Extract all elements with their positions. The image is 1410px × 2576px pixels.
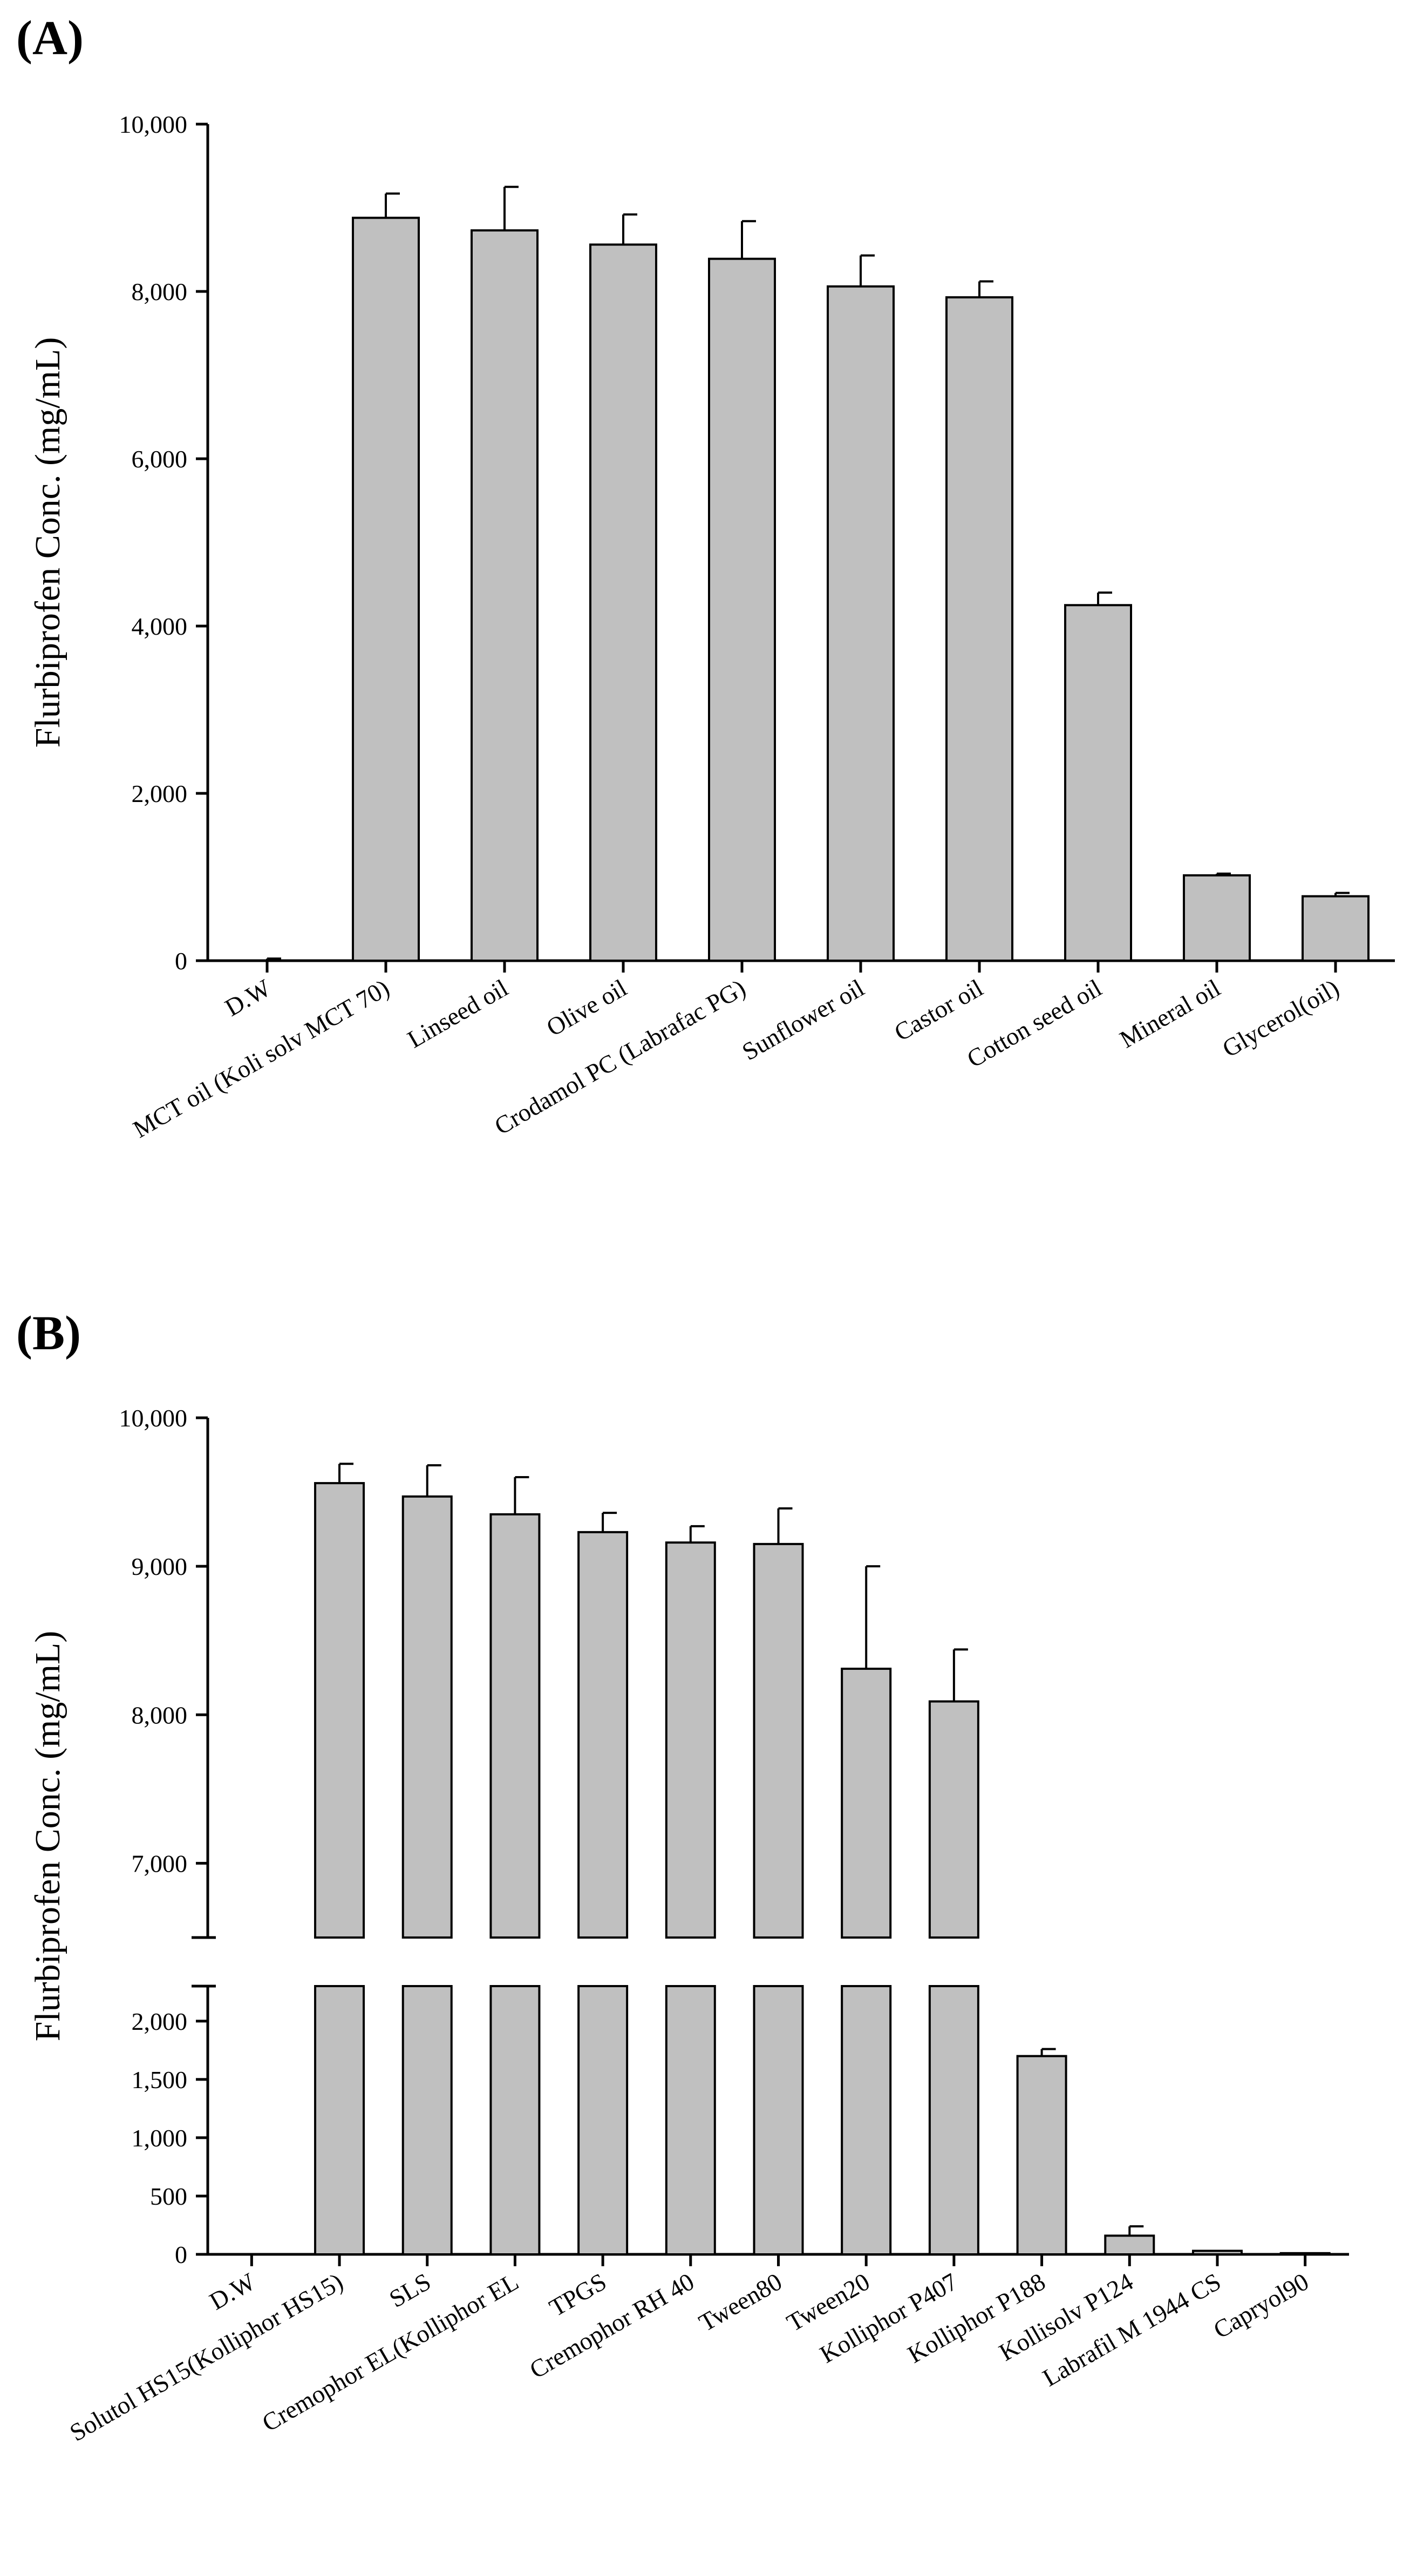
- y-tick-label: 0: [175, 947, 187, 975]
- y-tick-label: 4,000: [132, 613, 188, 640]
- bar-solutol-hs15-kolliphor-hs15-upper: [314, 1482, 365, 1939]
- category-label-3-olive-oil: Olive oil: [542, 974, 631, 1041]
- panel-label-b: (B): [16, 1307, 81, 1360]
- category-label-6-tween80: Tween80: [694, 2267, 787, 2336]
- category-label-5-cremophor-rh-40: Cremophor RH 40: [525, 2267, 699, 2383]
- bar-tpgs-lower: [577, 1985, 629, 2255]
- y-tick-label: 6,000: [132, 445, 188, 473]
- bar-tween20-lower: [841, 1985, 892, 2255]
- y-tick-label: 1,500: [132, 2066, 188, 2094]
- bar-tween80-lower: [753, 1985, 804, 2255]
- bar-tpgs-upper: [577, 1531, 629, 1939]
- y-axis-title: Flurbiprofen Conc. (mg/mL): [28, 1631, 67, 2042]
- y-tick-label: 7,000: [132, 1850, 188, 1877]
- y-tick-label: 8,000: [132, 278, 188, 305]
- category-label-6-castor-oil: Castor oil: [889, 974, 987, 1046]
- category-label-4-tpgs: TPGS: [544, 2267, 611, 2321]
- bar-labrafil-m-1944-cs: [1191, 2249, 1243, 2256]
- y-tick-label: 1,000: [132, 2124, 188, 2152]
- y-tick-label: 8,000: [132, 1701, 188, 1729]
- bar-solutol-hs15-kolliphor-hs15-lower: [314, 1985, 365, 2255]
- bar-castor-oil: [945, 296, 1013, 962]
- bar-glycerol-oil: [1302, 895, 1370, 962]
- y-tick-label: 10,000: [119, 1404, 188, 1432]
- category-label-2-linseed-oil: Linseed oil: [403, 974, 513, 1053]
- category-label-0-d-w: D.W: [220, 974, 275, 1022]
- category-label-2-sls: SLS: [385, 2267, 435, 2313]
- bar-crodamol-pc-labrafac-pg: [708, 257, 776, 962]
- bar-sunflower-oil: [827, 285, 895, 962]
- panel-b: (B) 7,000 8,000 9,000 10,000 0 500 1,000 1,500 2,…: [16, 1307, 1349, 2446]
- category-label-5-sunflower-oil: Sunflower oil: [738, 974, 869, 1065]
- bar-sls-lower: [401, 1985, 453, 2255]
- bar-kollisolv-p124: [1104, 2234, 1155, 2256]
- y-tick-label: 2,000: [132, 780, 188, 807]
- y-tick-label: 2,000: [132, 2008, 188, 2035]
- bar-capryol90: [1279, 2252, 1331, 2256]
- y-tick-label: 9,000: [132, 1553, 188, 1580]
- bar-linseed-oil: [471, 229, 539, 962]
- bar-cremophor-el-kolliphor-el-lower: [489, 1985, 541, 2255]
- category-label-8-mineral-oil: Mineral oil: [1115, 974, 1225, 1053]
- bar-kolliphor-p407-upper: [928, 1700, 979, 1939]
- category-label-12-capryol90: Capryol90: [1209, 2267, 1313, 2343]
- bar-cremophor-el-kolliphor-el-upper: [489, 1513, 541, 1939]
- bar-mineral-oil: [1183, 874, 1251, 962]
- bar-kolliphor-p188: [1016, 2055, 1067, 2255]
- y-tick-label: 0: [175, 2241, 187, 2268]
- bar-tween80-upper: [753, 1542, 804, 1939]
- bar-mct-oil-koli-solv-mct-70: [352, 216, 420, 962]
- category-label-0-d-w: D.W: [205, 2267, 260, 2315]
- panel-label-a: (A): [16, 11, 84, 65]
- bar-kolliphor-p407-lower: [928, 1985, 979, 2255]
- y-tick-label: 500: [150, 2183, 187, 2210]
- y-axis-title: Flurbiprofen Conc. (mg/mL): [28, 337, 67, 748]
- category-label-7-cotton-seed-oil: Cotton seed oil: [962, 974, 1106, 1072]
- y-tick-label: 10,000: [119, 111, 188, 138]
- bar-tween20-upper: [841, 1667, 892, 1939]
- category-label-9-glycerol-oil: Glycerol(oil): [1218, 974, 1344, 1062]
- bar-cotton-seed-oil: [1064, 604, 1132, 962]
- bar-cremophor-rh-40-upper: [665, 1541, 716, 1939]
- bar-olive-oil: [589, 243, 657, 962]
- panel-a: (A) 0 2,000 4,000 6,000 8,000 10,000 Flurbiprof…: [16, 11, 1395, 1143]
- bar-sls-upper: [401, 1495, 453, 1939]
- bar-cremophor-rh-40-lower: [665, 1985, 716, 2255]
